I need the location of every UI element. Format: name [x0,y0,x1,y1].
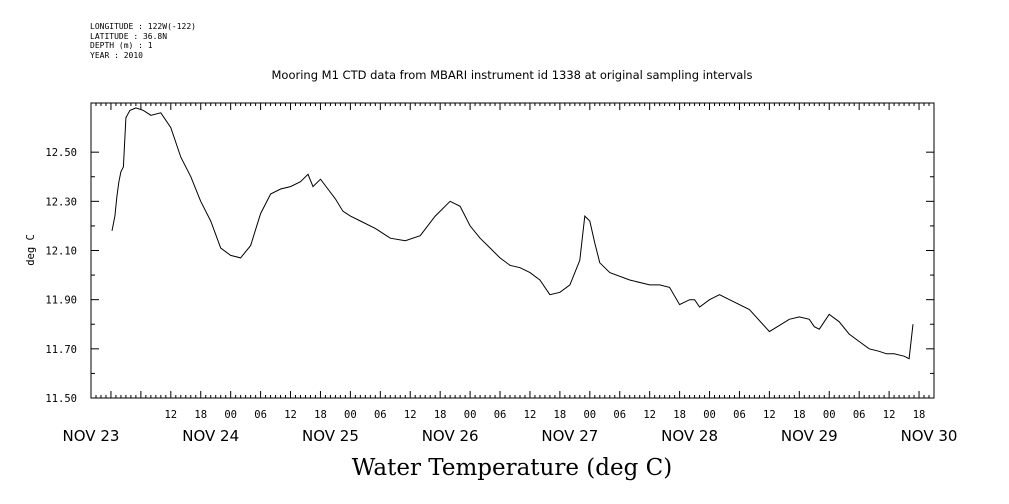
x-date-label: NOV 27 [541,427,598,445]
x-date-label: NOV 28 [661,427,718,445]
x-tick-label: 12 [763,409,776,421]
x-tick-label: 18 [194,409,207,421]
x-tick-label: 06 [733,409,746,421]
meta-depth: DEPTH (m) : 1 [90,41,153,50]
x-tick-label: 00 [583,409,596,421]
x-tick-label: 06 [374,409,387,421]
x-axis-ticks: 12 18 00 06 12 18 00 06 12 18 00 06 12 18 00 06 12 18 00 06… [63,409,958,445]
x-tick-label: 12 [284,409,297,421]
x-tick-label: 12 [883,409,896,421]
x-axis-label: Water Temperature (deg C) [352,455,672,481]
x-tick-label: 00 [823,409,836,421]
plot-frame [90,102,935,399]
x-date-label: NOV 25 [302,427,359,445]
x-date-label: NOV 30 [901,427,958,445]
y-tick-label: 12.10 [45,246,77,258]
x-date-label: NOV 24 [182,427,239,445]
x-tick-label: 12 [643,409,656,421]
y-axis-label: deg C [25,234,37,266]
x-tick-label: 18 [554,409,567,421]
y-tick-label: 12.30 [45,196,77,208]
x-tick-label: 06 [853,409,866,421]
y-axis-ticks: 12.50 12.30 12.10 11.90 11.70 11.50 [45,147,934,405]
y-tick-label: 11.50 [45,393,77,405]
x-tick-label: 00 [224,409,237,421]
x-date-label: NOV 23 [63,427,120,445]
y-tick-label: 12.50 [45,147,77,159]
chart-title: Mooring M1 CTD data from MBARI instrumen… [272,68,753,82]
x-tick-label: 00 [703,409,716,421]
x-tick-label: 06 [613,409,626,421]
meta-longitude: LONGITUDE : 122W(-122) [90,22,196,31]
x-tick-label: 00 [464,409,477,421]
x-tick-label: 12 [404,409,417,421]
x-tick-label: 00 [344,409,357,421]
x-tick-label: 18 [673,409,686,421]
x-tick-label: 12 [524,409,537,421]
series-line-water-temperature [111,107,914,360]
x-tick-label: 18 [913,409,926,421]
x-date-label: NOV 29 [781,427,838,445]
x-tick-label: 18 [434,409,447,421]
x-tick-label: 18 [314,409,327,421]
x-date-label: NOV 26 [422,427,479,445]
minor-ticks [90,103,935,398]
x-tick-label: 06 [494,409,507,421]
x-tick-label: 12 [164,409,177,421]
metadata-block: LONGITUDE : 122W(-122) LATITUDE : 36.8N … [90,22,196,60]
x-tick-label: 06 [254,409,267,421]
x-tick-label: 18 [793,409,806,421]
y-tick-label: 11.90 [45,295,77,307]
meta-year: YEAR : 2010 [90,50,143,60]
meta-latitude: LATITUDE : 36.8N [90,31,168,41]
y-tick-label: 11.70 [45,344,77,356]
